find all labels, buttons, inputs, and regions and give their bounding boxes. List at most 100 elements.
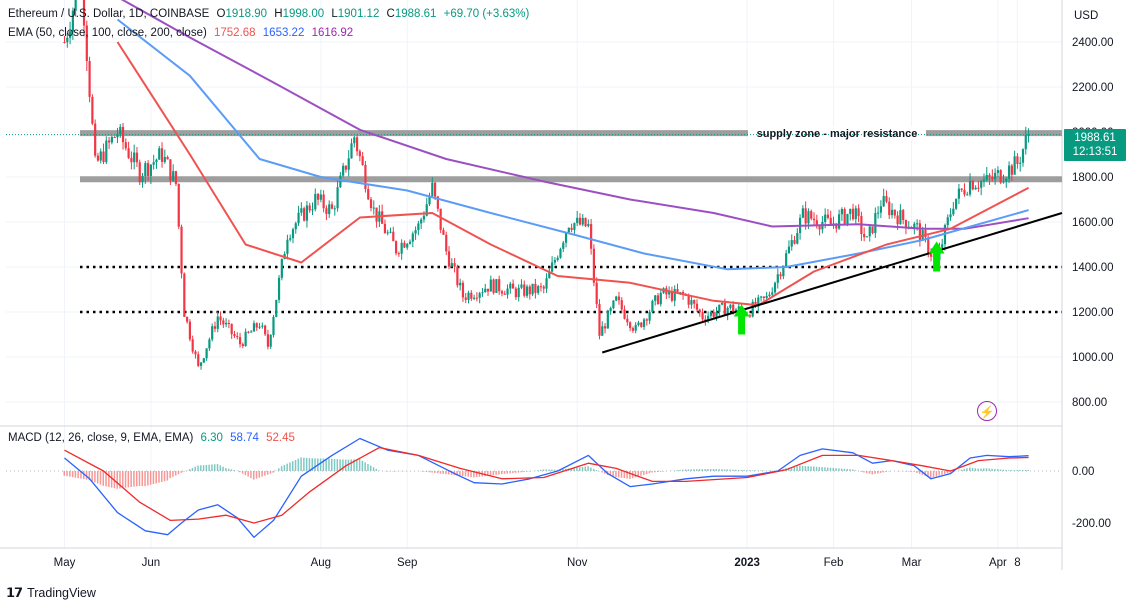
candle-body <box>205 348 208 359</box>
macd-hist-bar <box>264 471 266 476</box>
macd-hist-bar <box>840 468 843 471</box>
macd-hist-bar <box>977 468 979 471</box>
candle-body <box>174 171 178 184</box>
candle-body <box>319 194 322 200</box>
candle-body <box>464 297 467 300</box>
candle-body <box>634 324 637 331</box>
candle-body <box>996 170 1000 173</box>
macd-hist-bar <box>590 467 592 471</box>
candle-body <box>275 299 278 317</box>
macd-hist-bar <box>261 471 263 477</box>
macd-hist-bar <box>183 471 185 472</box>
candle-body <box>381 211 384 224</box>
macd-hist-bar <box>626 471 628 479</box>
macd-hist-bar <box>213 464 216 471</box>
macd-hist-bar <box>860 471 862 472</box>
candle-body <box>300 208 303 213</box>
symbol-legend: Ethereum / U.S. Dollar, 1D, COINBASE O19… <box>8 8 533 20</box>
macd-hist-bar <box>595 470 598 471</box>
macd-hist-bar <box>963 468 965 471</box>
x-tick-label: 2023 <box>734 557 760 569</box>
macd-hist-bar <box>205 464 208 471</box>
candle-body <box>397 253 400 255</box>
candle-body <box>617 296 621 301</box>
candle-body <box>609 308 612 312</box>
candle-body <box>863 234 866 238</box>
candle-body <box>654 295 657 301</box>
candle-body <box>347 158 350 170</box>
candle-body <box>537 286 540 293</box>
candle-body <box>308 205 311 211</box>
arrows-group <box>733 241 945 335</box>
macd-title[interactable]: MACD (12, 26, close, 9, EMA, EMA) <box>8 432 194 444</box>
macd-hist-bar <box>211 464 213 471</box>
macd-hist-bar <box>110 471 113 488</box>
candle-body <box>428 195 431 205</box>
candle-body <box>885 196 888 202</box>
candle-body <box>375 207 378 222</box>
candle-body <box>439 208 442 230</box>
macd-hist-bar <box>138 471 141 486</box>
candle-body <box>202 358 205 363</box>
candle-body <box>383 223 387 234</box>
candle-body <box>793 240 796 244</box>
candle-body <box>949 214 952 218</box>
candle-body <box>551 262 554 272</box>
macd-hist-bar <box>904 471 907 472</box>
macd-hist-bar <box>255 471 258 479</box>
candle-body <box>272 316 275 335</box>
candle-body <box>913 223 916 229</box>
candle-body <box>392 231 395 242</box>
candle-body <box>135 152 139 163</box>
candle-body <box>238 337 242 345</box>
tradingview-brand[interactable]: 𝟭𝟳 TradingView <box>6 585 96 601</box>
macd-hist-bar <box>80 471 82 479</box>
candle-body <box>520 284 523 288</box>
ema-title[interactable]: EMA (50, close, 100, close, 200, close) <box>8 27 207 39</box>
ema200-line <box>120 0 1029 230</box>
candle-body <box>918 223 921 241</box>
candle-body <box>523 284 526 296</box>
macd-hist-bar <box>810 466 812 471</box>
macd-hist-bar <box>339 459 341 471</box>
macd-hist-bar <box>74 471 77 478</box>
candle-body <box>991 176 994 180</box>
macd-hist-bar <box>737 469 740 471</box>
up-arrow <box>928 241 945 272</box>
candle-body <box>481 292 484 294</box>
candle-body <box>68 31 72 38</box>
macd-hist-bar <box>927 471 929 477</box>
candle-body <box>297 212 300 224</box>
candle-body <box>595 282 598 305</box>
candle-body <box>66 37 69 43</box>
macd-hist-bar <box>754 470 757 471</box>
bolt-icon[interactable]: ⚡ <box>977 401 997 421</box>
candle-body <box>687 295 690 305</box>
macd-hist-bar <box>868 471 871 474</box>
macd-hist-bar <box>208 464 210 471</box>
macd-hist-bar <box>445 471 447 475</box>
macd-hist-bar <box>852 469 854 471</box>
macd-hist-bar <box>467 471 470 477</box>
candle-body <box>1002 181 1005 183</box>
macd-hist-bar <box>539 469 542 471</box>
macd-hist-bar <box>743 470 745 471</box>
candlestick-series <box>6 0 1062 370</box>
macd-hist-bar <box>654 471 656 473</box>
candle-body <box>564 232 568 243</box>
macd-hist-bar <box>247 471 249 477</box>
candle-body <box>826 214 830 218</box>
candle-body <box>955 198 958 209</box>
candle-body <box>71 10 74 32</box>
currency-label[interactable]: USD <box>1074 10 1099 22</box>
axes: 2400.002200.002000.001800.001600.001400.… <box>54 37 1114 569</box>
candle-body <box>835 223 838 229</box>
candle-body <box>294 223 297 230</box>
macd-hist-bar <box>63 471 66 476</box>
macd-hist-bar <box>581 466 584 471</box>
candle-body <box>453 263 456 267</box>
support-levels <box>80 265 1062 314</box>
symbol-title[interactable]: Ethereum / U.S. Dollar, 1D, COINBASE <box>8 8 210 20</box>
low-label: L <box>331 8 338 20</box>
candle-body <box>734 309 738 312</box>
